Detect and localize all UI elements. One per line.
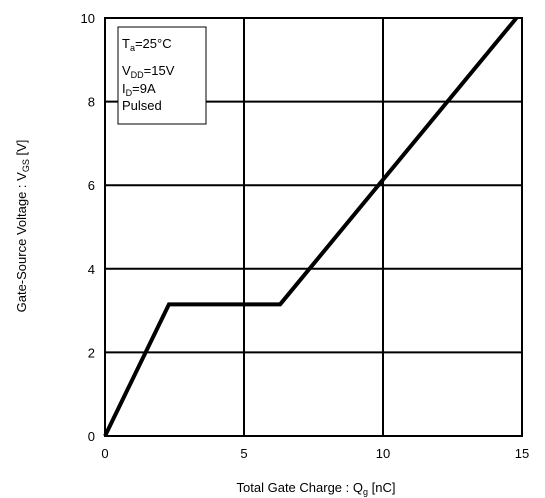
y-tick-label-6: 6 [88,178,95,193]
series-group [103,16,518,437]
x-axis-title: Total Gate Charge : Qg [nC] [237,480,396,497]
condition-vdd: VDD=15V [122,63,175,80]
x-tick-label-5: 5 [240,446,247,461]
conditions-box-frame [117,26,207,125]
y-tick-label-8: 8 [88,95,95,110]
condition-pulsed: Pulsed [122,98,162,113]
x-tick-label-10: 10 [376,446,390,461]
x-tick-labels: 0 5 10 15 [101,446,529,461]
x-tick-label-15: 15 [515,446,529,461]
series-line-0 [103,16,518,437]
condition-id: ID=9A [122,81,156,98]
condition-ta: Ta=25°C [122,36,172,53]
y-tick-label-10: 10 [81,11,95,26]
y-tick-labels: 0 2 4 6 8 10 [81,11,95,444]
y-axis-title: Gate-Source Voltage : VGS [V] [14,140,31,313]
y-tick-label-0: 0 [88,429,95,444]
y-tick-label-4: 4 [88,262,95,277]
conditions-box: Ta=25°C VDD=15V ID=9A Pulsed [117,26,207,125]
plot-frame [104,17,523,437]
x-tick-label-0: 0 [101,446,108,461]
y-tick-label-2: 2 [88,345,95,360]
